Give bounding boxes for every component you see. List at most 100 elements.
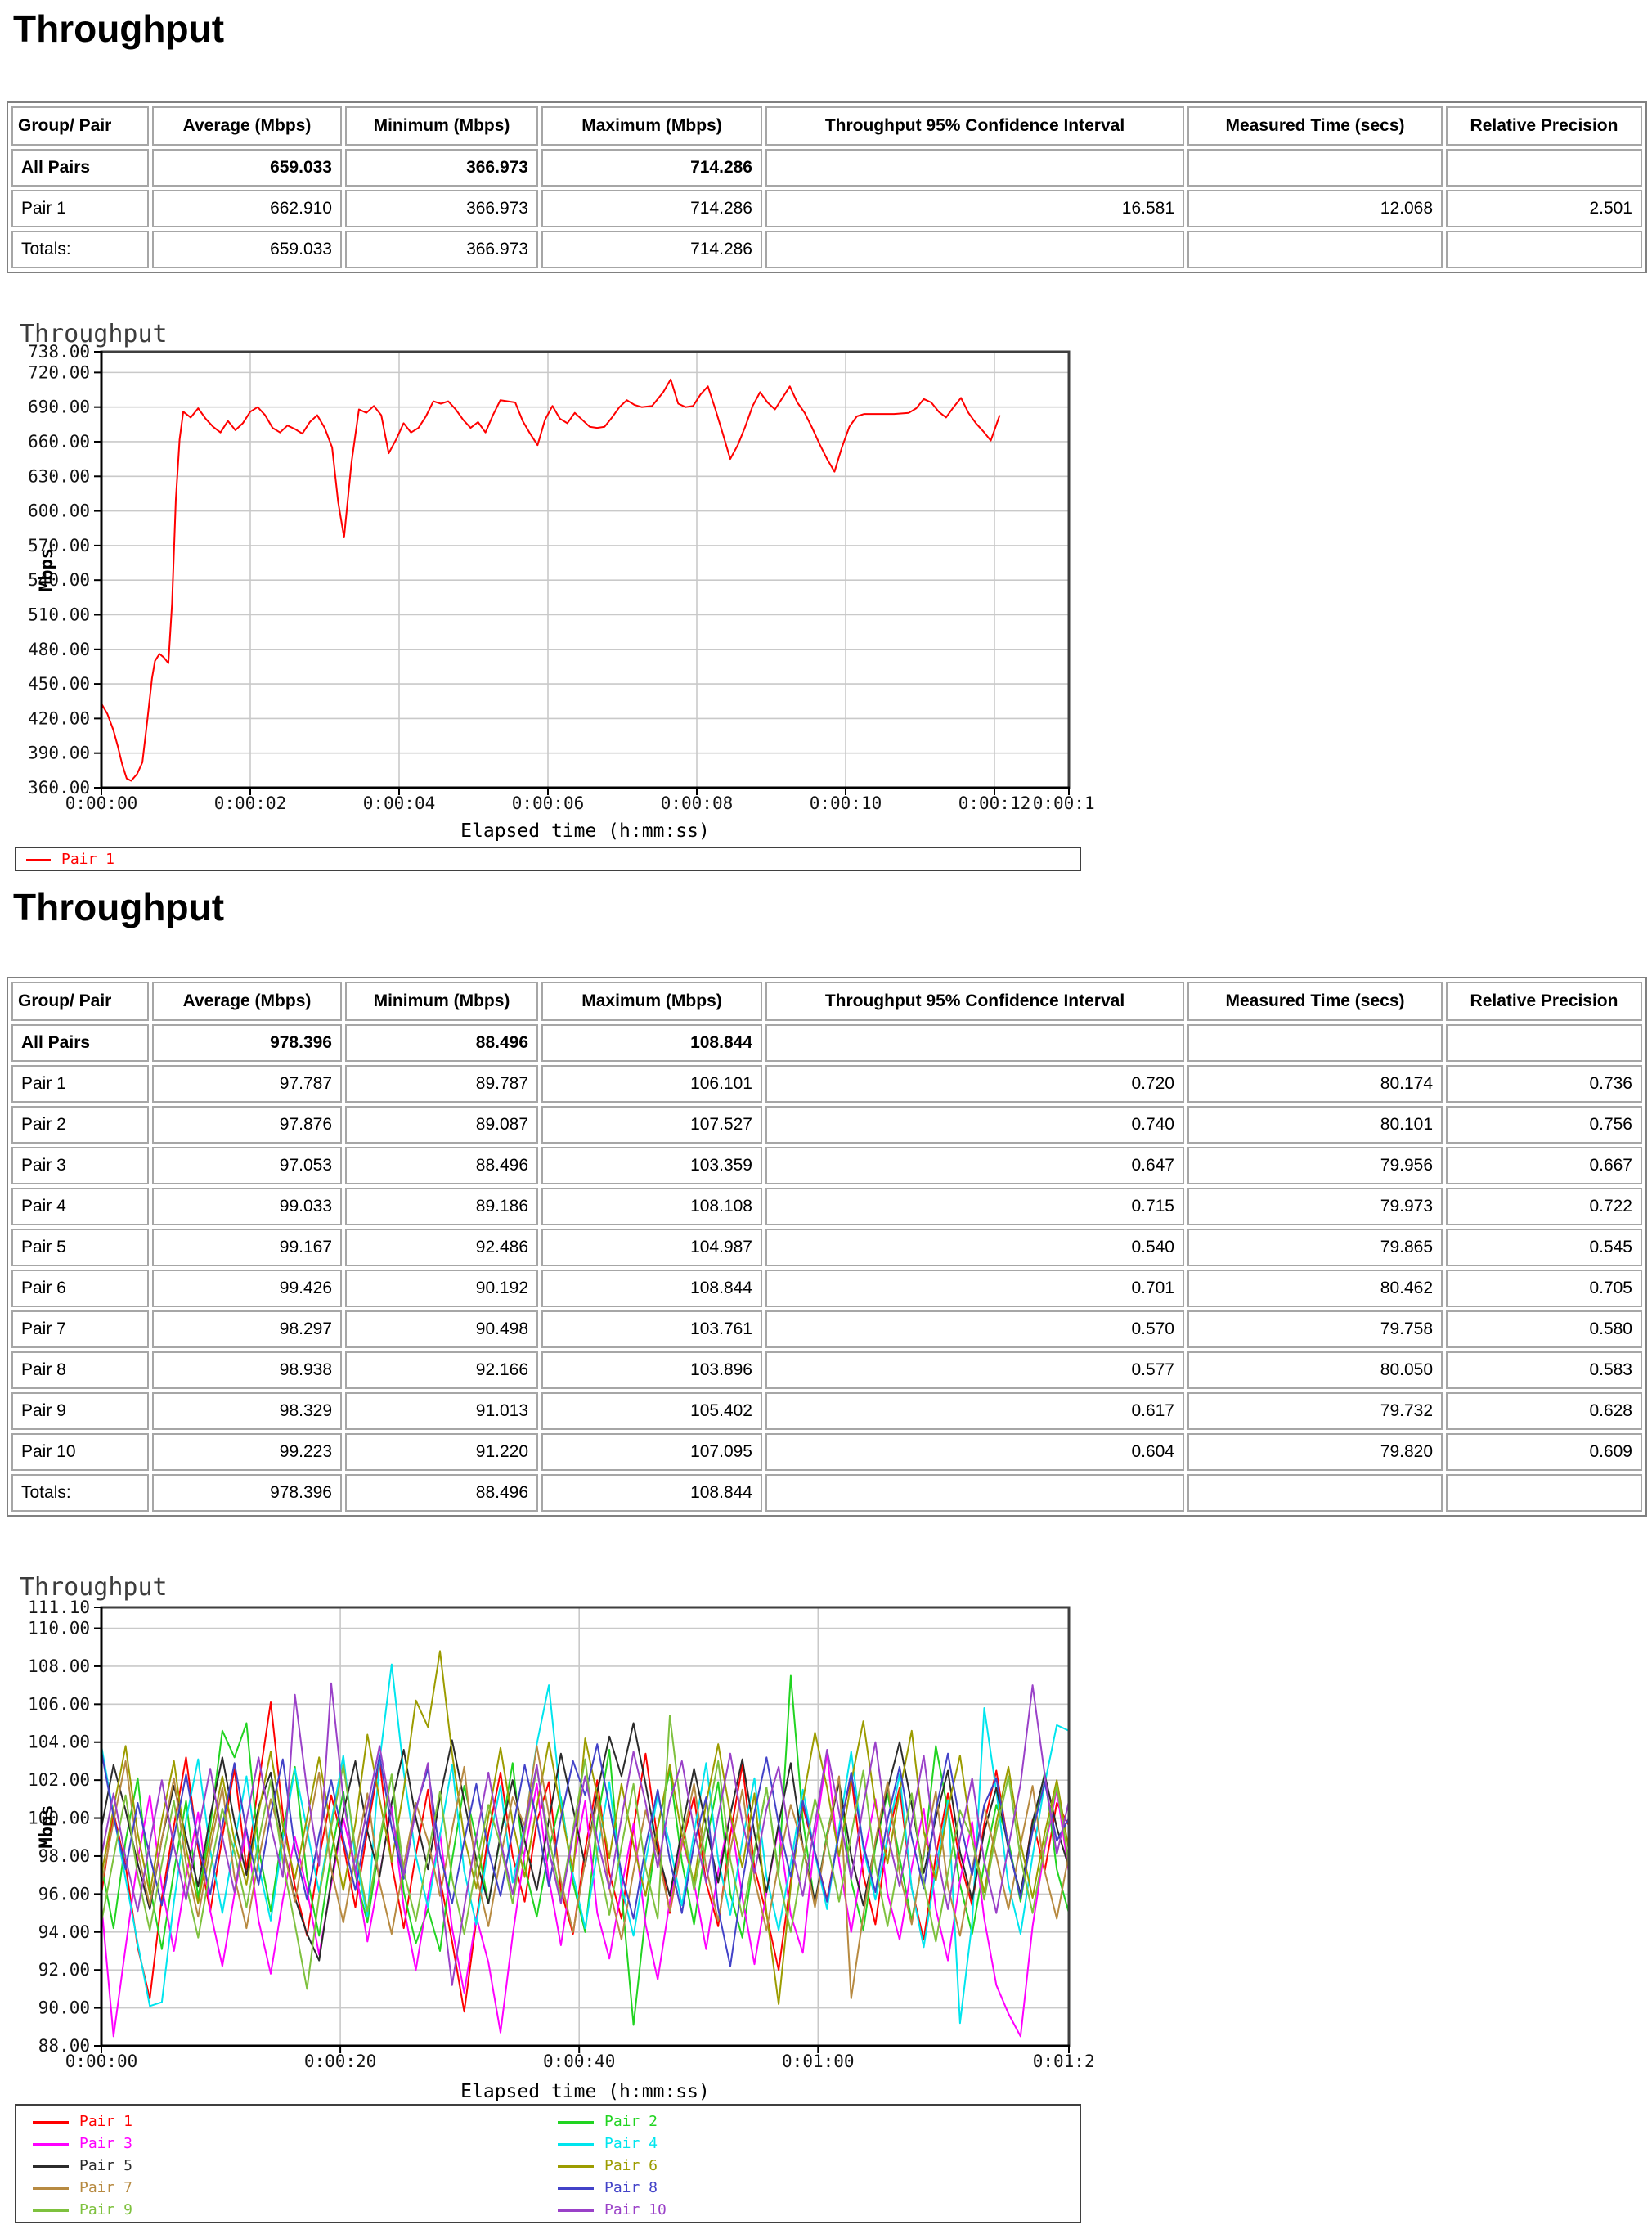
y-tick-label: 96.00: [38, 1884, 90, 1904]
value-cell: 0.617: [765, 1392, 1184, 1430]
legend-label: Pair 9: [79, 2201, 133, 2218]
x-tick-label: 0:00:02: [214, 793, 287, 813]
value-cell: 98.938: [152, 1351, 342, 1389]
y-tick-label: 111.10: [28, 1598, 90, 1617]
value-cell: 79.758: [1187, 1310, 1443, 1348]
value-cell: 108.844: [541, 1024, 762, 1062]
value-cell: 92.486: [345, 1229, 538, 1266]
value-cell: 99.223: [152, 1433, 342, 1471]
value-cell: 0.705: [1446, 1270, 1642, 1307]
row-label: Pair 3: [11, 1147, 149, 1184]
value-cell: 98.329: [152, 1392, 342, 1430]
legend-label: Pair 1: [61, 851, 115, 868]
value-cell: 107.095: [541, 1433, 762, 1471]
value-cell: [1446, 231, 1642, 268]
chart-title: Throughput: [20, 1573, 168, 1602]
row-label: Pair 5: [11, 1229, 149, 1266]
legend-entry: Pair 4: [558, 2134, 658, 2154]
value-cell: 714.286: [541, 149, 762, 187]
x-tick-label: 0:00:04: [363, 793, 436, 813]
y-tick-label: 480.00: [28, 640, 90, 659]
table-header-row: Group/ Pair Average (Mbps) Minimum (Mbps) M…: [11, 982, 1642, 1021]
legend-label: Pair 10: [604, 2201, 667, 2218]
y-tick-label: 108.00: [28, 1656, 90, 1676]
value-cell: 79.865: [1187, 1229, 1443, 1266]
series-line-pair-6: [101, 1650, 1070, 2005]
value-cell: 91.013: [345, 1392, 538, 1430]
row-label: Pair 8: [11, 1351, 149, 1389]
column-header: Minimum (Mbps): [345, 106, 538, 146]
value-cell: [765, 149, 1184, 187]
value-cell: 0.701: [765, 1270, 1184, 1307]
y-tick-label: 104.00: [28, 1733, 90, 1752]
y-tick-label: 102.00: [28, 1770, 90, 1790]
column-header: Group/ Pair: [11, 982, 149, 1021]
value-cell: 0.604: [765, 1433, 1184, 1471]
table-row: Pair 4 99.033 89.186 108.108 0.715 79.973 0.72…: [11, 1188, 1642, 1225]
value-cell: [765, 1474, 1184, 1512]
value-cell: 88.496: [345, 1147, 538, 1184]
y-tick-label: 510.00: [28, 605, 90, 624]
column-header: Measured Time (secs): [1187, 982, 1443, 1021]
y-tick-label: 360.00: [28, 778, 90, 798]
value-cell: 978.396: [152, 1474, 342, 1512]
value-cell: 659.033: [152, 231, 342, 268]
x-axis-label: Elapsed time (h:mm:ss): [460, 820, 710, 842]
row-label: All Pairs: [11, 1024, 149, 1062]
series-line-pair-9: [101, 1715, 1070, 1990]
y-tick-label: 106.00: [28, 1694, 90, 1714]
legend-entry: Pair 5: [33, 2156, 132, 2176]
table-row: Pair 8 98.938 92.166 103.896 0.577 80.050 0.58…: [11, 1351, 1642, 1389]
y-tick-label: 660.00: [28, 432, 90, 452]
value-cell: 106.101: [541, 1065, 762, 1103]
value-cell: 0.667: [1446, 1147, 1642, 1184]
value-cell: 0.609: [1446, 1433, 1642, 1471]
value-cell: 90.192: [345, 1270, 538, 1307]
legend-label: Pair 6: [604, 2157, 658, 2174]
value-cell: 0.736: [1446, 1065, 1642, 1103]
value-cell: 91.220: [345, 1433, 538, 1471]
x-tick-label: 0:00:00: [65, 2052, 138, 2071]
value-cell: 89.087: [345, 1106, 538, 1144]
y-tick-label: 570.00: [28, 536, 90, 555]
value-cell: 366.973: [345, 190, 538, 227]
x-tick-label: 0:00:20: [304, 2052, 377, 2071]
column-header: Group/ Pair: [11, 106, 149, 146]
y-tick-label: 630.00: [28, 466, 90, 486]
x-tick-label: 0:00:12: [958, 793, 1031, 813]
value-cell: 0.583: [1446, 1351, 1642, 1389]
legend-entry: Pair 9: [33, 2200, 132, 2220]
series-lines: [101, 1650, 1070, 2038]
row-label: Pair 7: [11, 1310, 149, 1348]
value-cell: 0.545: [1446, 1229, 1642, 1266]
legend-entry: Pair 3: [33, 2134, 132, 2154]
legend-swatch-line: [558, 2164, 594, 2168]
x-tick-label: 0:00:00: [65, 793, 138, 813]
value-cell: 97.787: [152, 1065, 342, 1103]
table-row: Pair 10 99.223 91.220 107.095 0.604 79.820 0.6…: [11, 1433, 1642, 1471]
table-header-row: Group/ Pair Average (Mbps) Minimum (Mbps) M…: [11, 106, 1642, 146]
value-cell: 88.496: [345, 1024, 538, 1062]
table-row: Pair 5 99.167 92.486 104.987 0.540 79.865 0.54…: [11, 1229, 1642, 1266]
value-cell: 107.527: [541, 1106, 762, 1144]
chart-legend-1: Pair 1: [15, 847, 1081, 871]
y-tick-label: 98.00: [38, 1846, 90, 1866]
row-label: Pair 2: [11, 1106, 149, 1144]
x-axis-label: Elapsed time (h:mm:ss): [460, 2081, 710, 2102]
table-row: Pair 2 97.876 89.087 107.527 0.740 80.101 0.75…: [11, 1106, 1642, 1144]
legend-swatch-line: [33, 2142, 69, 2146]
legend-entry: Pair 6: [558, 2156, 658, 2176]
value-cell: 99.167: [152, 1229, 342, 1266]
value-cell: 0.570: [765, 1310, 1184, 1348]
legend-entry: Pair 7: [33, 2178, 132, 2198]
legend-label: Pair 7: [79, 2179, 133, 2196]
value-cell: 80.174: [1187, 1065, 1443, 1103]
x-tick-label: 0:00:06: [512, 793, 585, 813]
value-cell: 90.498: [345, 1310, 538, 1348]
value-cell: [765, 1024, 1184, 1062]
value-cell: 108.108: [541, 1188, 762, 1225]
series-line-pair-2: [101, 1674, 1070, 2026]
value-cell: 12.068: [1187, 190, 1443, 227]
legend-swatch-line: [33, 2120, 69, 2124]
